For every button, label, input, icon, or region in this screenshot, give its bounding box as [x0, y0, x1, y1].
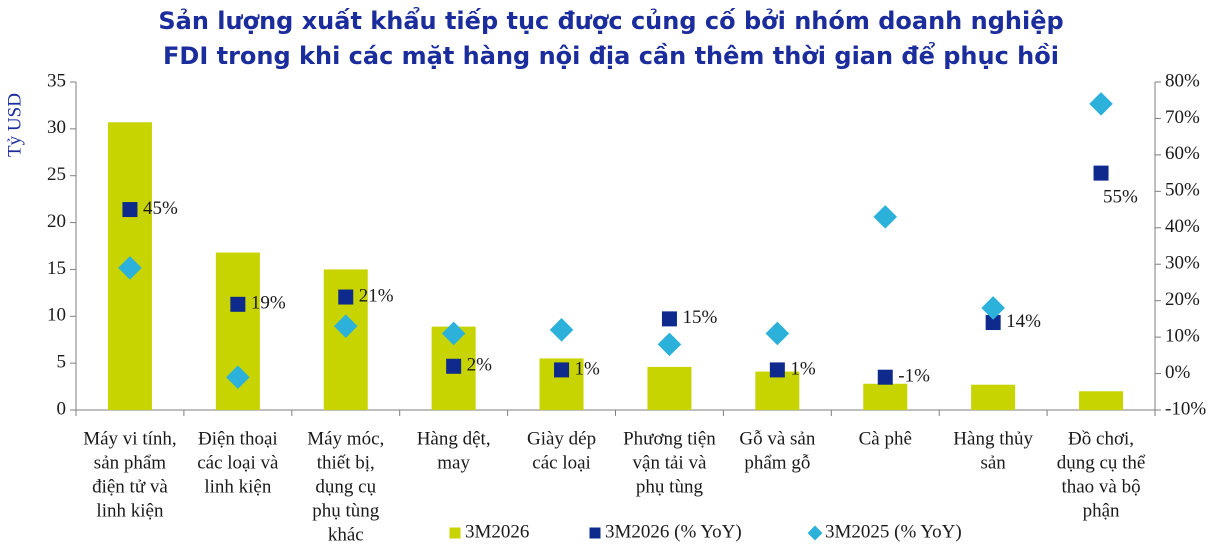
diamond-marker	[333, 314, 358, 338]
x-tick-label: phụ tùng	[636, 476, 704, 497]
diamond-marker	[765, 321, 790, 346]
square-marker	[338, 289, 354, 305]
y2-tick-label: 60%	[1165, 143, 1200, 164]
x-tick-label: Hàng dệt,	[417, 428, 491, 449]
y2-tick-label: 40%	[1165, 216, 1200, 237]
x-tick-label: vận tải và	[633, 452, 707, 473]
legend-label: 3M2025 (% YoY)	[825, 521, 962, 542]
data-label: -1%	[898, 366, 930, 387]
diamond-marker	[657, 332, 682, 357]
data-label: 2%	[467, 355, 493, 376]
data-label: 45%	[143, 198, 178, 219]
square-marker	[1093, 165, 1109, 181]
bar	[971, 384, 1016, 410]
square-marker	[122, 202, 138, 218]
diamond-marker	[981, 296, 1005, 320]
diamond-marker	[226, 365, 250, 389]
chart-title: FDI trong khi các mặt hàng nội địa cần t…	[163, 40, 1059, 70]
square-marker	[769, 362, 785, 378]
legend-marker	[449, 527, 461, 539]
bar	[1079, 391, 1124, 410]
x-tick-label: Máy vi tính,	[83, 428, 176, 449]
data-label: 21%	[359, 285, 394, 306]
bar	[647, 366, 692, 410]
x-tick-label: phận	[1083, 500, 1120, 521]
y2-tick-label: 10%	[1165, 325, 1200, 346]
bar	[863, 383, 908, 410]
data-label: 15%	[682, 307, 717, 328]
legend-label: 3M2026	[465, 521, 529, 542]
y2-tick-label: 30%	[1165, 253, 1200, 274]
x-tick-label: dụng cụ	[315, 476, 376, 497]
square-marker	[985, 315, 1001, 331]
x-tick-label: Cà phê	[859, 428, 912, 449]
x-tick-label: Phương tiện	[623, 428, 716, 449]
x-tick-label: linh kiện	[204, 476, 272, 497]
square-marker	[661, 311, 677, 327]
y2-tick-label: 20%	[1165, 289, 1200, 310]
square-marker	[446, 358, 462, 374]
x-tick-label: sản phẩm	[94, 452, 167, 473]
x-tick-label: linh kiện	[96, 500, 164, 521]
chart-title: Sản lượng xuất khẩu tiếp tục được củng c…	[158, 5, 1063, 35]
x-tick-label: các loại	[532, 452, 591, 473]
x-tick-label: khác	[328, 524, 364, 545]
legend-marker	[807, 525, 823, 541]
data-label: 19%	[251, 293, 286, 314]
legend-label: 3M2026 (% YoY)	[605, 521, 742, 542]
x-tick-label: thiết bị,	[317, 452, 375, 473]
square-marker	[877, 369, 893, 385]
diamond-marker	[118, 256, 142, 280]
y2-tick-label: 80%	[1165, 70, 1200, 91]
bar	[755, 371, 800, 410]
legend-marker	[589, 527, 601, 539]
y-tick-label: 15	[47, 258, 66, 279]
data-label: 55%	[1103, 186, 1138, 207]
y2-tick-label: 70%	[1165, 107, 1200, 128]
x-tick-label: Điện thoại	[198, 428, 278, 449]
y2-tick-label: 50%	[1165, 180, 1200, 201]
diamond-marker	[441, 321, 466, 346]
x-tick-label: Máy móc,	[307, 428, 384, 449]
x-tick-label: sản	[980, 452, 1006, 473]
x-tick-label: may	[437, 452, 470, 473]
diamond-marker	[873, 205, 898, 229]
diamond-marker	[1089, 92, 1113, 116]
y-tick-label: 35	[47, 70, 66, 91]
x-tick-label: phụ tùng	[312, 500, 380, 521]
y2-tick-label: 0%	[1165, 362, 1191, 383]
y-tick-label: 30	[47, 117, 66, 138]
y-tick-label: 5	[57, 352, 67, 373]
x-tick-label: dụng cụ thể	[1057, 452, 1146, 473]
y-axis-label: Tỷ USD	[4, 93, 25, 157]
x-tick-label: thao và bộ	[1061, 476, 1140, 497]
data-label: 14%	[1006, 311, 1041, 332]
y-tick-label: 0	[57, 398, 67, 419]
y2-tick-label: -10%	[1165, 398, 1206, 419]
y-tick-label: 20	[47, 211, 66, 232]
diamond-marker	[549, 318, 574, 342]
x-tick-label: Giày dép	[527, 428, 596, 449]
data-label: 1%	[790, 358, 816, 379]
x-tick-label: điện tử và	[92, 476, 168, 497]
square-marker	[554, 362, 570, 378]
x-tick-label: phẩm gỗ	[744, 452, 810, 473]
x-tick-label: các loại và	[197, 452, 279, 473]
data-label: 1%	[575, 358, 601, 379]
square-marker	[230, 296, 246, 312]
x-tick-label: Đồ chơi,	[1068, 428, 1134, 449]
y-tick-label: 10	[47, 305, 66, 326]
x-tick-label: Hàng thủy	[953, 428, 1033, 449]
x-tick-label: Gỗ và sản	[739, 428, 815, 449]
y-tick-label: 25	[47, 164, 66, 185]
